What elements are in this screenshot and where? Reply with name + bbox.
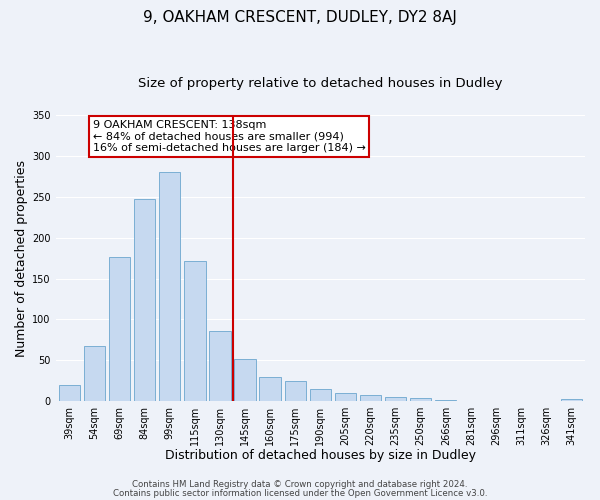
Bar <box>310 389 331 401</box>
Bar <box>184 262 206 401</box>
Bar <box>159 172 181 401</box>
Bar <box>59 385 80 401</box>
Title: Size of property relative to detached houses in Dudley: Size of property relative to detached ho… <box>138 78 503 90</box>
Y-axis label: Number of detached properties: Number of detached properties <box>15 160 28 356</box>
Text: 9, OAKHAM CRESCENT, DUDLEY, DY2 8AJ: 9, OAKHAM CRESCENT, DUDLEY, DY2 8AJ <box>143 10 457 25</box>
Text: 9 OAKHAM CRESCENT: 138sqm
← 84% of detached houses are smaller (994)
16% of semi: 9 OAKHAM CRESCENT: 138sqm ← 84% of detac… <box>93 120 365 153</box>
Bar <box>560 400 582 401</box>
Bar <box>435 400 457 401</box>
Bar <box>259 376 281 401</box>
Bar <box>284 382 306 401</box>
X-axis label: Distribution of detached houses by size in Dudley: Distribution of detached houses by size … <box>165 450 476 462</box>
Bar <box>335 393 356 401</box>
Bar <box>235 358 256 401</box>
Bar <box>109 258 130 401</box>
Bar <box>360 396 381 401</box>
Text: Contains public sector information licensed under the Open Government Licence v3: Contains public sector information licen… <box>113 488 487 498</box>
Bar <box>134 200 155 401</box>
Bar <box>385 397 406 401</box>
Bar <box>84 346 105 401</box>
Text: Contains HM Land Registry data © Crown copyright and database right 2024.: Contains HM Land Registry data © Crown c… <box>132 480 468 489</box>
Bar <box>410 398 431 401</box>
Bar <box>209 331 230 401</box>
